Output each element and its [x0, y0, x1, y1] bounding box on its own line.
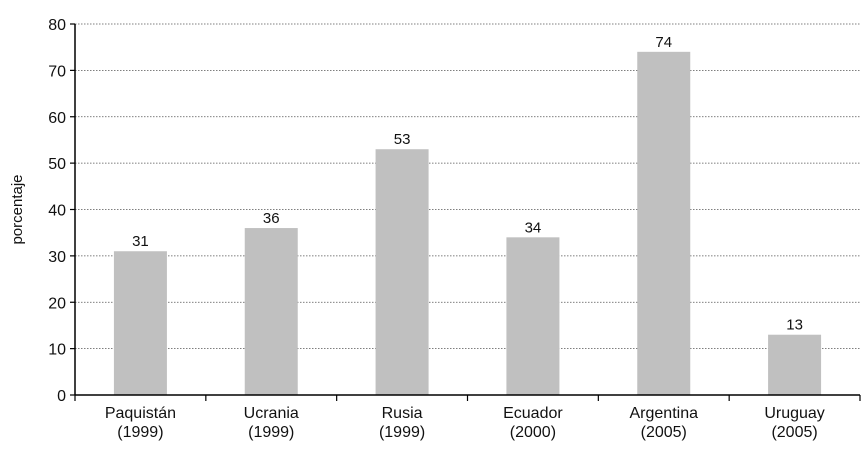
- category-label: Argentina: [630, 405, 699, 422]
- y-tick-label: 60: [48, 110, 66, 127]
- category-label: Uruguay: [764, 405, 824, 422]
- y-tick-label: 30: [48, 249, 66, 266]
- category-label: Ecuador: [503, 405, 563, 422]
- category-year-label: (1999): [117, 424, 163, 441]
- data-label: 34: [525, 219, 542, 236]
- category-label: Paquistán: [105, 405, 176, 422]
- category-year-label: (1999): [379, 424, 425, 441]
- y-tick-label: 0: [57, 388, 66, 405]
- bars: [113, 51, 822, 395]
- bar: [375, 149, 429, 395]
- y-tick-label: 20: [48, 295, 66, 312]
- category-label: Rusia: [382, 405, 423, 422]
- bar: [768, 334, 822, 395]
- data-label: 13: [786, 317, 803, 334]
- category-year-label: (2005): [771, 424, 817, 441]
- data-label: 74: [655, 34, 672, 51]
- y-axis-title: porcentaje: [9, 174, 26, 244]
- y-tick-label: 50: [48, 156, 66, 173]
- category-year-label: (1999): [248, 424, 294, 441]
- y-tick-label: 40: [48, 203, 66, 220]
- y-tick-label: 80: [48, 17, 66, 34]
- bar: [637, 51, 691, 395]
- bar: [244, 228, 298, 395]
- data-label: 31: [132, 233, 149, 250]
- gridlines: [75, 23, 860, 350]
- tick-labels: 0 10 20 30 40 50 60 70 80: [48, 17, 861, 405]
- category-labels: Paquistán (1999) Ucrania (1999) Rusia (1999) E…: [105, 405, 825, 441]
- bar: [506, 237, 560, 395]
- y-tick-label: 10: [48, 342, 66, 359]
- category-label: Ucrania: [244, 405, 299, 422]
- category-year-label: (2000): [510, 424, 556, 441]
- data-label: 53: [394, 131, 411, 148]
- data-label: 36: [263, 210, 280, 227]
- category-year-label: (2005): [641, 424, 687, 441]
- y-tick-label: 70: [48, 63, 66, 80]
- bar: [113, 251, 167, 395]
- data-labels: 31 36 53 34 74 13: [132, 34, 803, 334]
